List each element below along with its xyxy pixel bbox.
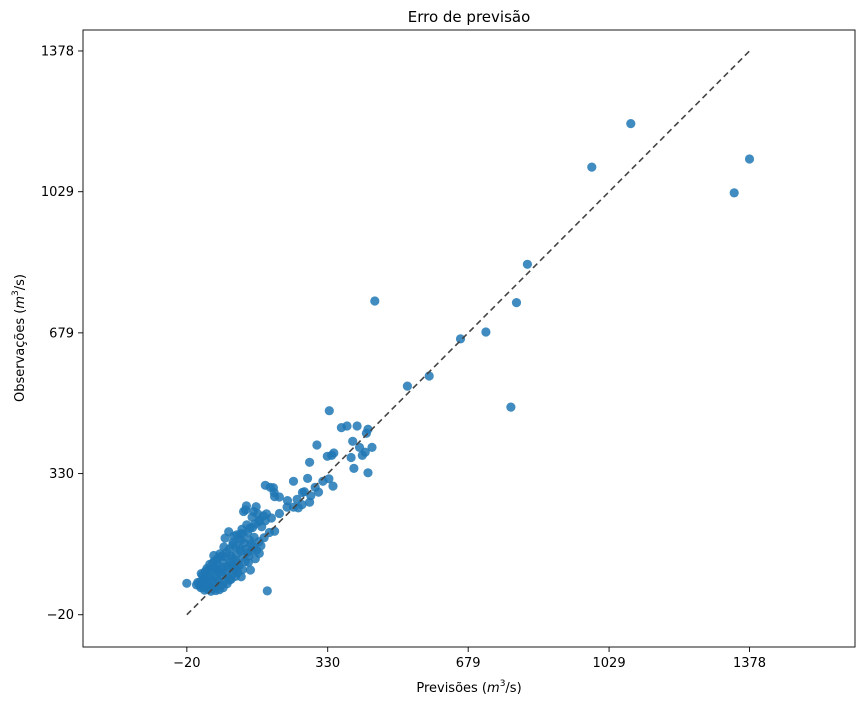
x-tick-label: 679	[456, 656, 481, 671]
y-axis-ticks: −20 330 679 1029 1378	[41, 44, 83, 623]
y-tick-label: 330	[49, 467, 74, 482]
data-point	[215, 549, 225, 559]
data-point	[312, 440, 322, 450]
data-point	[348, 436, 358, 446]
y-tick-label: −20	[47, 608, 74, 623]
data-point	[324, 406, 334, 416]
x-tick-label: 330	[315, 656, 340, 671]
data-point	[297, 500, 307, 510]
data-point	[342, 421, 352, 431]
data-point	[349, 463, 359, 473]
data-point	[209, 556, 219, 567]
data-point	[282, 496, 293, 506]
reference-line	[186, 50, 751, 616]
y-axis-label-exponent: 3	[11, 290, 21, 296]
data-point	[506, 402, 516, 412]
data-point	[367, 442, 377, 452]
data-point	[363, 468, 373, 478]
y-axis-label-unit: m	[13, 296, 28, 309]
data-point	[481, 327, 491, 337]
data-point	[251, 502, 261, 512]
x-axis-label-exponent: 3	[500, 679, 506, 689]
data-point	[266, 513, 276, 523]
data-point	[455, 334, 466, 344]
data-point	[241, 501, 251, 511]
data-point	[346, 452, 356, 463]
data-point	[229, 531, 239, 541]
x-tick-label: 1378	[733, 656, 766, 671]
y-axis-label: Observações (m3/s)	[11, 274, 28, 402]
y-tick-label: 679	[49, 326, 74, 341]
data-point	[182, 578, 192, 588]
data-point	[402, 381, 412, 391]
data-point	[255, 515, 265, 525]
data-point	[328, 481, 338, 491]
data-point	[370, 296, 380, 306]
data-point	[729, 188, 739, 198]
data-point	[282, 502, 292, 512]
x-axis-label-prefix: Previsões (	[416, 681, 487, 696]
chart-title: Erro de previsão	[408, 8, 531, 26]
data-point	[352, 421, 362, 431]
y-axis-label-prefix: Observações (	[13, 309, 28, 402]
data-point	[274, 492, 284, 502]
data-point	[587, 162, 597, 172]
data-point	[274, 508, 284, 519]
data-point	[361, 428, 371, 438]
points-layer	[182, 119, 755, 596]
plot-frame	[82, 29, 856, 648]
data-point	[305, 497, 315, 507]
y-tick-label: 1378	[41, 44, 74, 59]
data-point	[313, 487, 324, 497]
data-point	[324, 474, 334, 484]
data-point	[305, 457, 315, 467]
data-point	[322, 451, 332, 461]
data-point	[288, 476, 299, 486]
data-point	[357, 450, 367, 460]
y-axis-label-suffix: /s)	[13, 274, 28, 290]
x-axis-label-suffix: /s)	[505, 681, 521, 696]
data-point	[303, 473, 313, 483]
data-point	[522, 259, 533, 269]
data-point	[262, 586, 272, 596]
x-axis-label: Previsões (m3/s)	[416, 679, 521, 696]
data-point	[511, 298, 522, 308]
data-point	[245, 565, 255, 575]
data-point	[626, 119, 636, 129]
x-tick-label: 1029	[593, 656, 626, 671]
y-tick-label: 1029	[41, 185, 74, 200]
data-point	[236, 572, 246, 582]
data-point	[200, 566, 210, 576]
data-point	[256, 541, 266, 551]
x-axis-ticks: −20 330 679 1029 1378	[173, 647, 766, 671]
data-point	[297, 487, 307, 498]
data-point	[744, 154, 755, 164]
x-axis-label-unit: m	[487, 681, 500, 696]
x-tick-label: −20	[173, 656, 200, 671]
